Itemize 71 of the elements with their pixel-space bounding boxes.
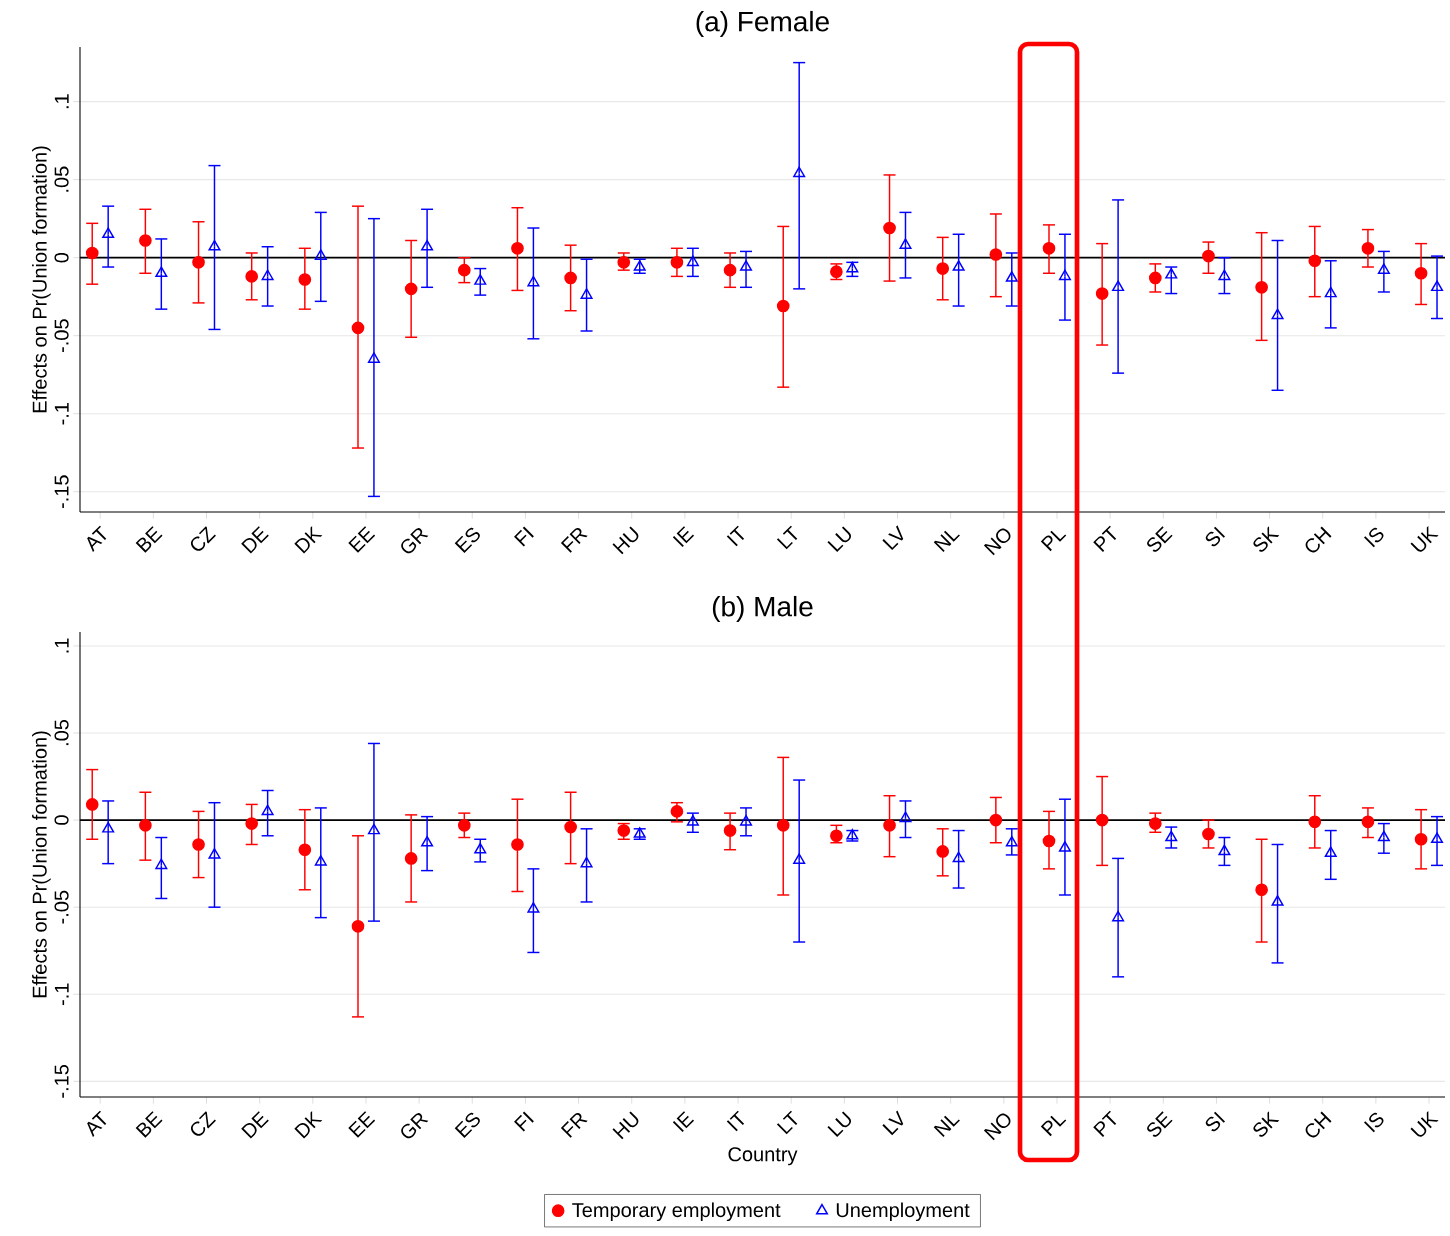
x-tick-label: UK bbox=[1410, 526, 1439, 552]
x-tick-label: NO bbox=[983, 528, 1011, 556]
x-tick-label: SK bbox=[1253, 1111, 1280, 1137]
chart-title: (b) Male bbox=[712, 595, 813, 623]
x-tick-label: LT bbox=[776, 525, 798, 550]
x-tick-label: EE bbox=[348, 526, 376, 553]
x-tick-label: EE bbox=[348, 1111, 376, 1138]
x-tick-label: CH bbox=[1305, 526, 1332, 553]
x-tick-label: NL bbox=[933, 530, 960, 552]
y-tick-label: -.05 bbox=[54, 319, 69, 353]
legend-label: Temporary employment bbox=[572, 1202, 781, 1222]
x-tick-label: PT bbox=[1093, 525, 1117, 552]
x-tick-label: FI bbox=[514, 1111, 534, 1132]
x-tick-label: GR bbox=[401, 1113, 429, 1139]
x-axis-title: Country bbox=[728, 1147, 798, 1166]
x-tick-label: NL bbox=[933, 1115, 960, 1137]
x-tick-label: UK bbox=[1410, 1111, 1439, 1137]
x-tick-label: ES bbox=[454, 1112, 480, 1138]
x-tick-label: LV bbox=[882, 1110, 904, 1136]
y-tick-label: .05 bbox=[54, 719, 69, 746]
x-tick-label: LU bbox=[827, 526, 852, 552]
x-tick-label: DK bbox=[294, 526, 323, 554]
x-tick-label: CH bbox=[1305, 1111, 1332, 1138]
x-tick-label: PT bbox=[1093, 1110, 1117, 1137]
chart-title: (a) Female bbox=[696, 10, 829, 37]
x-tick-label: CZ bbox=[190, 526, 216, 551]
y-axis-title: Effects on Pr(Union formation) bbox=[32, 146, 51, 413]
y-tick-label: .1 bbox=[54, 94, 69, 109]
y-tick-label: 0 bbox=[54, 815, 69, 825]
x-tick-label: IT bbox=[726, 525, 745, 547]
x-tick-label: NO bbox=[983, 1113, 1011, 1141]
y-tick-label: -.15 bbox=[54, 1064, 69, 1098]
x-tick-label: IE bbox=[672, 526, 695, 548]
y-tick-label: .05 bbox=[54, 166, 69, 192]
x-tick-label: DK bbox=[294, 1111, 323, 1139]
x-tick-label: AT bbox=[87, 1110, 107, 1138]
y-tick-label: -.15 bbox=[54, 475, 69, 509]
x-tick-label: LT bbox=[776, 1110, 798, 1135]
x-tick-label: FR bbox=[560, 527, 588, 553]
legend-label: Unemployment bbox=[836, 1202, 970, 1222]
y-tick-label: 0 bbox=[54, 252, 69, 263]
x-tick-label: PL bbox=[1040, 530, 1067, 552]
x-tick-label: PL bbox=[1040, 1115, 1067, 1137]
x-tick-label: SE bbox=[1147, 526, 1173, 552]
x-tick-label: DE bbox=[241, 1111, 269, 1139]
x-tick-label: SI bbox=[1205, 526, 1226, 547]
x-tick-label: ES bbox=[454, 527, 480, 553]
y-tick-label: -.1 bbox=[54, 403, 69, 425]
x-tick-label: BE bbox=[135, 1111, 163, 1138]
x-tick-label: AT bbox=[87, 525, 107, 553]
x-tick-label: LU bbox=[827, 1111, 852, 1137]
x-tick-label: IT bbox=[726, 1110, 745, 1132]
x-tick-label: HU bbox=[612, 1111, 639, 1140]
x-tick-label: SI bbox=[1205, 1111, 1226, 1132]
x-tick-label: BE bbox=[135, 526, 163, 553]
y-tick-label: .1 bbox=[54, 638, 69, 653]
x-tick-label: HU bbox=[612, 526, 639, 555]
x-tick-label: IS bbox=[1364, 527, 1384, 548]
y-tick-label: -.1 bbox=[54, 983, 69, 1006]
x-tick-label: DE bbox=[241, 526, 269, 554]
y-tick-label: -.05 bbox=[54, 890, 69, 924]
y-axis-title: Effects on Pr(Union formation) bbox=[32, 731, 51, 998]
x-tick-label: FR bbox=[560, 1112, 588, 1138]
x-tick-label: SE bbox=[1147, 1111, 1173, 1137]
x-tick-label: LV bbox=[882, 525, 904, 551]
x-tick-label: IS bbox=[1364, 1112, 1384, 1133]
x-tick-label: SK bbox=[1253, 526, 1280, 552]
x-tick-label: FI bbox=[514, 526, 534, 547]
x-tick-label: CZ bbox=[190, 1111, 216, 1136]
x-tick-label: GR bbox=[401, 528, 429, 554]
x-tick-label: IE bbox=[672, 1111, 695, 1133]
